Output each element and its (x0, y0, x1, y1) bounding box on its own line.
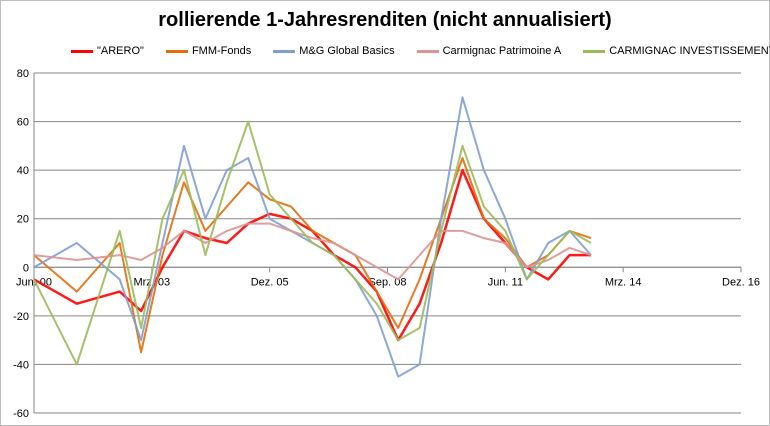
y-tick-label: -20 (13, 311, 29, 323)
legend-swatch (71, 49, 93, 53)
legend-swatch (273, 49, 296, 53)
legend-label: "ARERO" (97, 45, 144, 57)
legend-label: FMM-Fonds (191, 45, 252, 57)
legend-item-2: FMM-Fonds (165, 45, 252, 57)
legend-item-5: CARMIGNAC INVESTISSEMENT (583, 45, 770, 57)
y-tick-label: -40 (13, 359, 29, 371)
chart-legend: "ARERO" FMM-Fonds M&G Global Basics Carmign… (71, 45, 770, 57)
legend-item-4: Carmignac Patrimoine A (416, 45, 562, 57)
legend-label: CARMIGNAC INVESTISSEMENT (609, 45, 770, 57)
series-line-4 (33, 222, 592, 281)
x-tick-label: Jun. 11 (488, 276, 523, 288)
legend-item-1: "ARERO" (71, 45, 144, 57)
legend-item-3: M&G Global Basics (273, 45, 395, 57)
y-tick-label: 80 (17, 68, 29, 80)
legend-label: Carmignac Patrimoine A (442, 45, 562, 57)
x-tick-label: Dez. 05 (251, 276, 289, 288)
y-tick-label: -60 (13, 408, 29, 420)
y-tick-label: 40 (17, 165, 29, 177)
y-tick-label: 60 (17, 117, 29, 129)
legend-swatch (416, 49, 439, 53)
chart-title: rollierende 1-Jahresrenditen (nicht annu… (158, 9, 612, 31)
y-tick-label: 20 (17, 214, 29, 226)
x-tick-label: Mrz. 03 (133, 276, 170, 288)
series-line-5 (33, 120, 592, 366)
legend-label: M&G Global Basics (299, 45, 395, 57)
x-tick-label: Mrz. 14 (605, 276, 642, 288)
y-tick-label: 0 (23, 262, 29, 274)
legend-swatch (583, 49, 606, 53)
x-tick-label: Dez. 16 (722, 276, 760, 288)
legend-swatch (165, 49, 188, 53)
